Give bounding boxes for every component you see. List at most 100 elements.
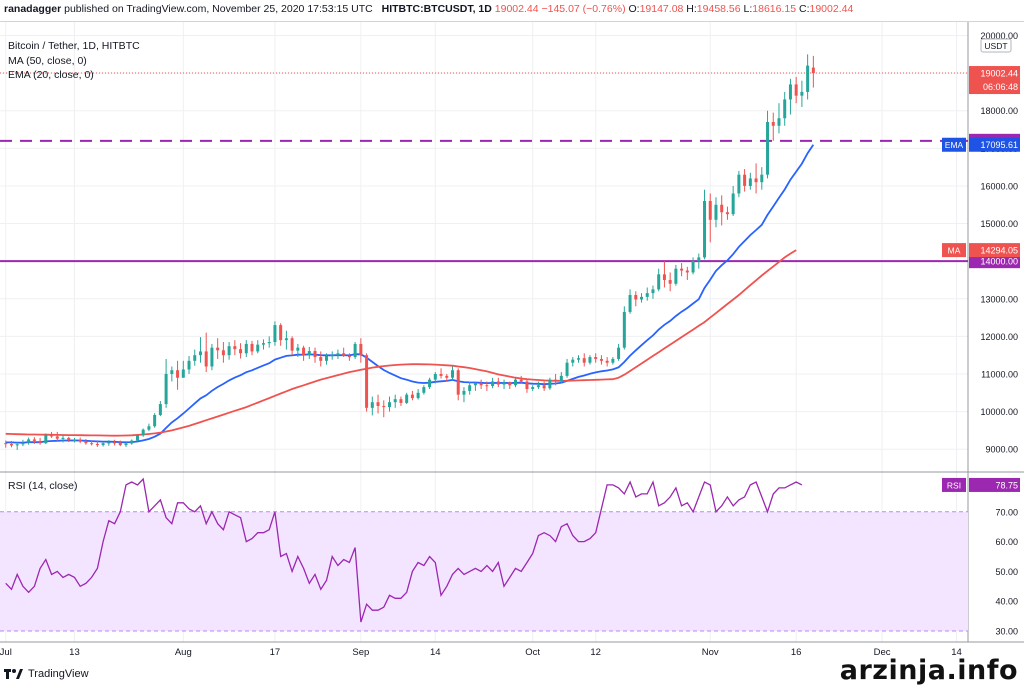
candle-body (594, 357, 598, 359)
candle (640, 293, 644, 303)
price-tick-label: 20000.00 (980, 31, 1018, 41)
candle-body (38, 440, 42, 444)
low-label: L: (743, 3, 753, 15)
candle (462, 387, 466, 403)
tradingview-logo[interactable]: TradingView (4, 668, 89, 680)
candle (748, 172, 752, 190)
candle-body (365, 355, 369, 408)
candle (387, 396, 391, 412)
candle (330, 351, 334, 360)
candle (439, 368, 443, 379)
candle (176, 360, 180, 390)
candle-body (766, 122, 770, 175)
candle-body (393, 399, 397, 403)
candle-body (284, 338, 288, 341)
ema-value-tag: 17095.61 (969, 137, 1020, 152)
candle (634, 291, 638, 307)
candle-body (387, 402, 391, 408)
candle (84, 439, 88, 445)
candle-body (376, 402, 380, 406)
candle-body (135, 435, 139, 441)
candle (399, 396, 403, 406)
candle (227, 342, 231, 360)
candle-body (462, 390, 466, 395)
candle-body (44, 434, 48, 444)
candle-body (267, 342, 271, 344)
candle (577, 355, 581, 363)
candle-body (806, 65, 810, 92)
rsi-band (0, 511, 968, 632)
time-tick-label: Nov (702, 647, 719, 658)
candle-body (737, 174, 741, 194)
rsi-tick-label: 40.00 (995, 597, 1018, 607)
open-value: 19147.08 (639, 3, 684, 15)
candle (531, 385, 535, 391)
candle-body (416, 392, 420, 399)
candle-body (101, 443, 105, 446)
candle-body (599, 358, 603, 361)
price-tick-label: 16000.00 (980, 181, 1018, 191)
rsi-side-box (942, 477, 966, 492)
candle (307, 346, 311, 359)
candle (611, 357, 615, 365)
ema-value-tag-text: 17095.61 (980, 140, 1018, 150)
candle (794, 76, 798, 104)
ma-value-tag-text: 14294.05 (980, 246, 1018, 256)
candle (536, 381, 540, 390)
high-value: 19458.56 (696, 3, 741, 15)
candle (55, 431, 59, 442)
candle-body (640, 296, 644, 300)
candle-body (651, 289, 655, 294)
candle (760, 167, 764, 190)
ema-side-tag: EMA (942, 137, 966, 152)
rsi-tick-label: 70.00 (995, 507, 1018, 517)
candle (261, 339, 265, 350)
candle-body (559, 375, 563, 382)
candle-body (130, 440, 134, 444)
candle (319, 351, 323, 367)
candle-body (319, 357, 323, 361)
candle (267, 336, 271, 348)
candle (737, 170, 741, 198)
time-tick-label: Dec (874, 647, 891, 658)
moving-averages (5, 144, 815, 444)
candle (113, 439, 117, 446)
price-tick-label: 10000.00 (980, 407, 1018, 417)
candle-body (508, 382, 512, 386)
candle-body (794, 84, 798, 96)
price-chart[interactable]: 9000.00 10000.00 11000.00 12000.00 13000.00 1… (0, 22, 1024, 666)
candle-body (84, 441, 88, 444)
publisher-name[interactable]: ranadagger (4, 3, 62, 15)
candle-body (324, 355, 328, 361)
candle-body (456, 370, 460, 395)
candle (559, 372, 563, 384)
chart-header: ranadagger published on TradingView.com,… (4, 3, 853, 15)
candle-body (250, 343, 254, 352)
candle (405, 392, 409, 405)
candle (508, 381, 512, 390)
candle (777, 103, 781, 134)
candle-body (50, 434, 54, 437)
candle (135, 434, 139, 442)
candle-body (439, 373, 443, 376)
candle (783, 91, 787, 126)
close-label: C: (799, 3, 810, 15)
candle (382, 400, 386, 418)
candle-body (577, 358, 581, 360)
candle (628, 289, 632, 314)
price-labels: 17200.0014000.0019002.4406:06:4817095.61… (942, 66, 1020, 492)
legend-ma: MA (50, close, 0) (8, 55, 87, 67)
candle-body (141, 429, 145, 436)
candle-body (181, 369, 185, 378)
candle-body (353, 343, 357, 358)
candle (519, 375, 523, 384)
candle (548, 377, 552, 390)
candle (198, 337, 202, 363)
candle-body (502, 382, 506, 385)
candle (78, 437, 82, 444)
ema-side-tag-text: EMA (945, 140, 964, 150)
candle (124, 442, 128, 447)
candle (703, 189, 707, 260)
horizontal-levels[interactable] (0, 72, 968, 263)
level-tag-14000-box (969, 254, 1020, 269)
